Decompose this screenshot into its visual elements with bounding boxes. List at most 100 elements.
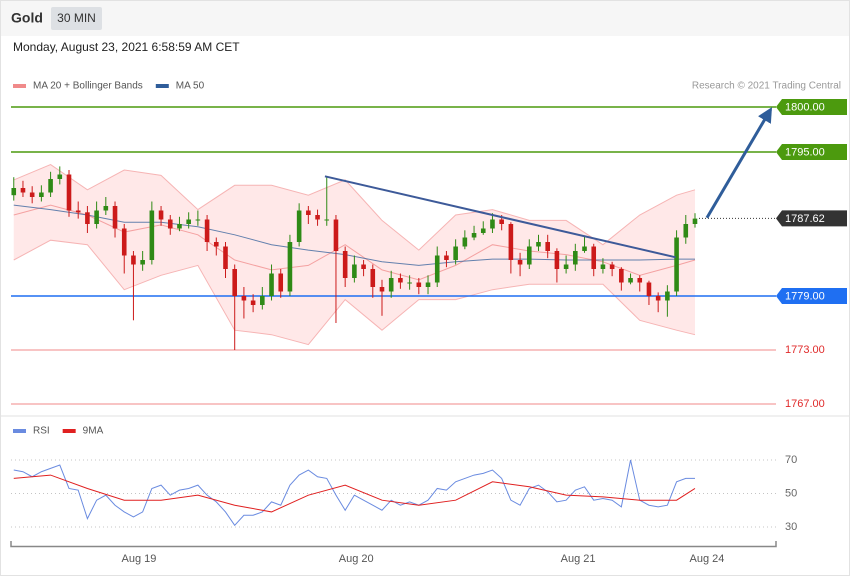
candle-body: [85, 212, 90, 224]
candle-body: [250, 300, 256, 305]
candle-body: [287, 242, 293, 292]
moving-average-line: [13, 204, 696, 281]
level-label: 1779.00: [785, 290, 825, 302]
bollinger-edge: [13, 164, 696, 251]
credit: Research © 2021 Trading Central: [692, 81, 841, 92]
level-label: 1800.00: [785, 101, 825, 113]
candle-body: [517, 260, 523, 265]
candle-body: [66, 174, 72, 211]
candle-body: [655, 296, 661, 301]
candle-body: [140, 260, 145, 265]
candle-body: [600, 264, 606, 269]
candle-body: [370, 269, 376, 287]
bollinger-edge: [13, 239, 696, 346]
candle-body: [582, 246, 587, 251]
candle-body: [352, 264, 357, 278]
candle-body: [342, 251, 348, 278]
candle-body: [103, 206, 109, 211]
candle-body: [324, 219, 330, 221]
rsi-panel: 30 50 70 Aug 19 Aug 20 Aug 21 Aug 24 RSI 9MA: [10, 426, 797, 565]
level-tag: [776, 288, 847, 304]
x-tick-label: Aug 21: [561, 553, 596, 565]
candle-body: [48, 179, 53, 193]
candle-body: [499, 219, 504, 224]
timeframe-label[interactable]: 30 MIN: [57, 11, 96, 25]
candle-body: [434, 255, 440, 283]
level-label: 1767.00: [785, 398, 825, 410]
candle-body: [637, 278, 643, 283]
candle-body: [526, 246, 532, 265]
legend-label: RSI: [33, 426, 50, 437]
candle-body: [223, 246, 228, 269]
candle-body: [416, 282, 422, 287]
candle-body: [333, 219, 339, 251]
timestamp: Monday, August 23, 2021 6:58:59 AM CET: [13, 40, 240, 54]
bollinger-band: [13, 164, 695, 345]
y-tick-label: 50: [785, 487, 797, 499]
level-label: 1795.00: [785, 146, 825, 158]
legend-swatch: [62, 429, 76, 433]
candle-body: [112, 206, 118, 229]
level-tag: [776, 99, 847, 115]
candle-body: [563, 264, 569, 269]
rsi-line: [13, 459, 695, 527]
legend-swatch: [155, 84, 169, 88]
candle-body: [11, 188, 17, 196]
candle-body: [683, 224, 689, 238]
candle-body: [167, 219, 173, 229]
forecast-arrow: [705, 107, 772, 219]
candle-body: [646, 282, 652, 296]
candle-body: [195, 219, 201, 221]
candle-body: [131, 255, 136, 265]
header-bar: [1, 1, 849, 36]
instrument-title: Gold: [11, 10, 43, 26]
level-tag: [776, 210, 847, 227]
candle-body: [480, 228, 486, 233]
candle-body: [278, 273, 284, 292]
candle-body: [158, 210, 164, 220]
candle-body: [379, 287, 385, 292]
rsi-line: [13, 474, 696, 513]
candle-body: [462, 237, 468, 247]
candle-body: [425, 282, 431, 287]
candle-body: [29, 192, 35, 197]
level-label: 1773.00: [785, 344, 825, 356]
legend-swatch: [13, 429, 26, 433]
candle-body: [57, 174, 63, 179]
timeframe-button[interactable]: [51, 7, 102, 30]
x-tick-label: Aug 19: [122, 553, 157, 565]
candle-body: [692, 218, 698, 224]
candle-body: [674, 237, 679, 292]
candle-body: [213, 242, 219, 247]
y-tick-label: 30: [785, 521, 797, 533]
candle-body: [296, 210, 302, 242]
candle-body: [315, 215, 320, 220]
candle-body: [545, 242, 550, 251]
candle-body: [121, 228, 127, 256]
candle-body: [619, 269, 624, 283]
y-tick-label: 70: [785, 454, 797, 466]
candle-body: [388, 278, 394, 292]
candle-body: [554, 251, 560, 269]
candle-body: [241, 296, 247, 301]
candle-body: [453, 246, 458, 260]
candle-body: [573, 251, 578, 265]
legend-label: MA 20 + Bollinger Bands: [33, 81, 143, 92]
moving-average-line: [13, 204, 695, 266]
candle-body: [665, 291, 670, 301]
x-tick-label: Aug 24: [690, 553, 725, 565]
candle-body: [94, 210, 99, 224]
candle-body: [149, 210, 155, 260]
x-axis: [10, 541, 777, 548]
candle-body: [177, 224, 182, 229]
candle-body: [536, 242, 541, 247]
level-label: 1787.62: [785, 213, 825, 225]
candle-body: [20, 188, 26, 193]
legend-label: MA 50: [176, 81, 205, 92]
candle-body: [508, 224, 514, 260]
candle-body: [306, 210, 311, 215]
candle-body: [591, 246, 597, 269]
trendline: [324, 175, 676, 259]
candle-body: [490, 219, 495, 229]
candle-body: [260, 296, 265, 305]
